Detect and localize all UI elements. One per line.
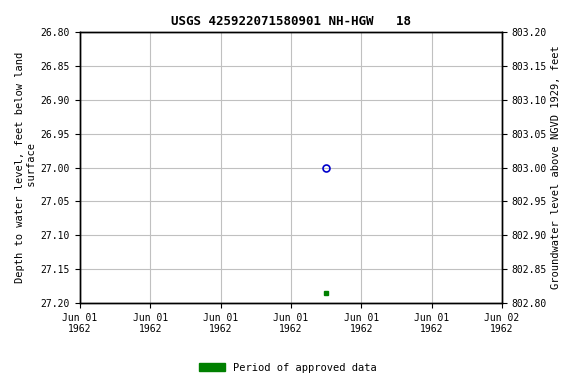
Y-axis label: Depth to water level, feet below land
 surface: Depth to water level, feet below land su…: [15, 52, 37, 283]
Title: USGS 425922071580901 NH-HGW   18: USGS 425922071580901 NH-HGW 18: [171, 15, 411, 28]
Legend: Period of approved data: Period of approved data: [195, 359, 381, 377]
Y-axis label: Groundwater level above NGVD 1929, feet: Groundwater level above NGVD 1929, feet: [551, 46, 561, 290]
